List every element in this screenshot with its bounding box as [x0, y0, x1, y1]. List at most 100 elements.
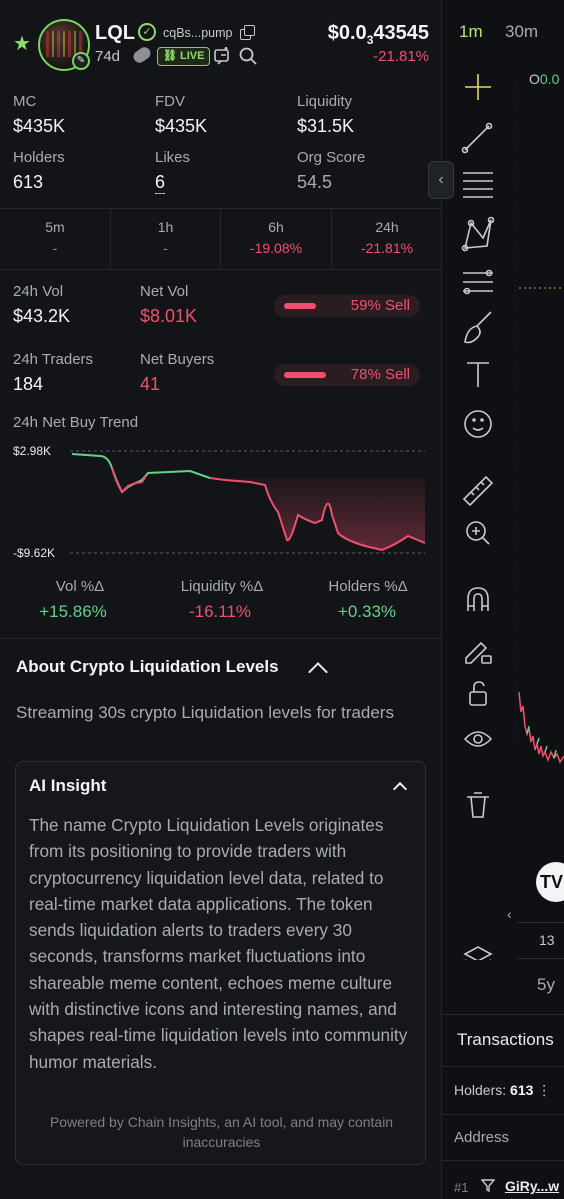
pencil-icon[interactable]: ✎: [72, 52, 90, 70]
liquidity-label: Liquidity: [297, 93, 353, 110]
traders-sell-text: 78% Sell: [350, 366, 410, 383]
chevron-up-icon[interactable]: [392, 781, 408, 797]
trend-ymin: -$9.62K: [13, 546, 56, 560]
tf-value: -: [163, 240, 168, 256]
trend-line-dip: [111, 467, 147, 494]
liquidity-change-value: -16.11%: [188, 602, 252, 621]
traders-sell-fill: [284, 372, 326, 378]
tab-5m[interactable]: 5m -: [0, 209, 111, 269]
drawing-toolbar: [461, 74, 495, 960]
tradingview-logo[interactable]: TV: [536, 862, 564, 902]
vol-sell-fill: [284, 303, 316, 309]
layers-icon: [463, 946, 493, 960]
holders-change-value: +0.33%: [337, 602, 397, 621]
link-icon: ⛓: [163, 50, 181, 62]
pencil-lock-icon: [465, 641, 492, 664]
search-icon[interactable]: [238, 46, 258, 66]
divider: [443, 1066, 564, 1067]
divider: [443, 1014, 564, 1015]
chevron-left-icon[interactable]: ‹: [507, 906, 512, 922]
zoom-in-icon: [466, 521, 490, 545]
fdv-value: $435K: [155, 116, 208, 136]
token-panel: ★ ✎ LQL ✓ cqBs...pump 74d ⛓ LIVE $0.0343…: [0, 0, 442, 1199]
ai-insight-text: The name Crypto Liquidation Levels origi…: [29, 815, 408, 1072]
token-address[interactable]: cqBs...pump: [163, 26, 233, 40]
star-icon[interactable]: ★: [13, 33, 31, 55]
eye-icon: [463, 731, 493, 747]
verified-icon: ✓: [138, 23, 156, 41]
traders-label: 24h Traders: [13, 351, 94, 368]
candles: [518, 691, 564, 764]
ohlc-label: O: [529, 71, 540, 87]
range-5y-button[interactable]: 5y: [537, 975, 555, 994]
row-number: #1: [454, 1180, 469, 1195]
tf-label: 6h: [268, 219, 284, 235]
trend-area: [210, 478, 425, 550]
liquidity-change-label: Liquidity %Δ: [180, 578, 264, 595]
divider: [0, 269, 442, 270]
collapse-panel-button[interactable]: ‹: [428, 161, 454, 199]
token-age: 74d: [95, 48, 121, 65]
trash-icon: [467, 792, 489, 818]
chevron-left-icon: ‹: [438, 171, 444, 188]
copy-icon[interactable]: [240, 25, 255, 40]
vol-change-value: +15.86%: [39, 602, 107, 621]
holder-address-link[interactable]: GiRy...w: [505, 1178, 560, 1194]
holders-change-label: Holders %Δ: [328, 578, 408, 595]
address-column-header: Address: [454, 1129, 510, 1146]
tradingview-logo-text: TV: [540, 872, 564, 892]
tab-6h[interactable]: 6h -19.08%: [221, 209, 332, 269]
trend-line-positive: [71, 453, 211, 494]
mc-label: MC: [13, 93, 37, 110]
share-icon[interactable]: [213, 46, 233, 66]
vol-value: $43.2K: [13, 306, 71, 326]
axis-line: [517, 922, 564, 923]
brush-icon: [464, 311, 492, 344]
horizontal-lines-icon: [463, 172, 493, 198]
ai-insight-title[interactable]: AI Insight: [29, 776, 107, 795]
live-badge[interactable]: ⛓ LIVE: [157, 47, 211, 66]
org-score-label: Org Score: [297, 149, 366, 166]
vol-change-label: Vol %Δ: [55, 578, 105, 595]
tab-1h[interactable]: 1h -: [111, 209, 221, 269]
token-price: $0.0343545: [328, 22, 429, 47]
vol-sell-bar: 59% Sell: [274, 295, 420, 317]
ohlc-readout: O0.0: [529, 71, 559, 87]
pattern-icon: [461, 216, 495, 252]
net-buy-trend-chart: [70, 450, 426, 554]
divider: [0, 208, 442, 209]
liquidity-value: $31.5K: [297, 116, 355, 136]
chart-panel: 1m 30m O0.0 TV ‹: [443, 0, 564, 1199]
trend-title: 24h Net Buy Trend: [13, 414, 139, 431]
holders-count-value: 613: [510, 1082, 534, 1098]
mc-value: $435K: [13, 116, 66, 136]
token-avatar: [38, 19, 90, 71]
candle-series-green: [526, 725, 557, 759]
vol-sell-text: 59% Sell: [350, 297, 410, 314]
divider: [443, 1160, 564, 1161]
interval-30m[interactable]: 30m: [505, 22, 539, 41]
vol-label: 24h Vol: [13, 283, 64, 300]
tf-label: 1h: [157, 219, 174, 235]
interval-1m[interactable]: 1m: [459, 22, 483, 41]
tf-value: -21.81%: [360, 240, 414, 256]
emoji-icon: [464, 410, 492, 438]
about-title[interactable]: About Crypto Liquidation Levels: [16, 657, 279, 676]
lock-icon: [469, 681, 487, 706]
chevron-up-icon[interactable]: [308, 662, 328, 682]
pill-icon: [131, 44, 153, 66]
likes-value[interactable]: 6: [155, 172, 166, 194]
price-chart: [515, 70, 564, 764]
tab-transactions[interactable]: Transactions: [457, 1030, 554, 1049]
filter-icon[interactable]: [480, 1178, 496, 1193]
price-digits: 43545: [373, 22, 429, 44]
tf-label: 24h: [375, 219, 399, 235]
ai-insight-footer: Powered by Chain Insights, an AI tool, a…: [49, 1114, 394, 1150]
crosshair-icon: [465, 74, 491, 100]
trend-ymax: $2.98K: [13, 444, 52, 458]
price-zero-count: 3: [366, 33, 374, 47]
tab-24h[interactable]: 24h -21.81%: [332, 209, 442, 269]
candle-series-red: [518, 691, 564, 764]
price-change: -21.81%: [373, 48, 429, 65]
magnet-icon: [467, 587, 489, 611]
